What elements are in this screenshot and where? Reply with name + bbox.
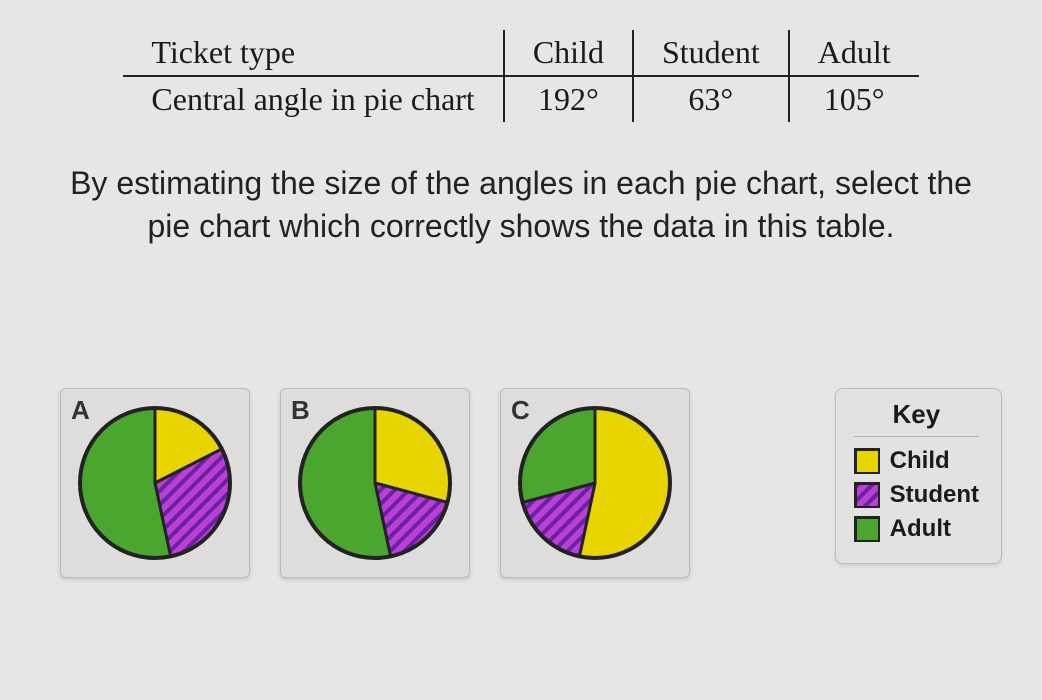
swatch-adult-icon <box>854 516 880 542</box>
table-header-label: Ticket type <box>123 30 503 76</box>
table-header-col2: Student <box>633 30 789 76</box>
pie-label-a: A <box>71 395 90 426</box>
pie-option-b[interactable]: B <box>280 388 470 578</box>
legend-label-child: Child <box>890 447 950 475</box>
pie-chart-c <box>515 403 675 563</box>
data-table: Ticket type Child Student Adult Central … <box>40 30 1002 122</box>
legend-card: Key Child Student Adult <box>835 388 1002 564</box>
pie-option-c[interactable]: C <box>500 388 690 578</box>
table-header-col1: Child <box>504 30 633 76</box>
legend-item-child: Child <box>854 447 979 475</box>
table-row-label: Central angle in pie chart <box>123 76 503 122</box>
pie-label-b: B <box>291 395 310 426</box>
legend-item-student: Student <box>854 481 979 509</box>
pie-chart-b <box>295 403 455 563</box>
swatch-child-icon <box>854 448 880 474</box>
pie-option-a[interactable]: A <box>60 388 250 578</box>
legend-item-adult: Adult <box>854 515 979 543</box>
legend-label-adult: Adult <box>890 515 951 543</box>
question-prompt: By estimating the size of the angles in … <box>70 162 972 248</box>
swatch-student-icon <box>854 482 880 508</box>
charts-row: A B C Key Child Student Adult <box>40 388 1002 578</box>
table-value-student: 63° <box>633 76 789 122</box>
table-header-col3: Adult <box>789 30 919 76</box>
pie-label-c: C <box>511 395 530 426</box>
legend-label-student: Student <box>890 481 979 509</box>
legend-title: Key <box>854 399 979 437</box>
table-value-adult: 105° <box>789 76 919 122</box>
pie-chart-a <box>75 403 235 563</box>
table-value-child: 192° <box>504 76 633 122</box>
